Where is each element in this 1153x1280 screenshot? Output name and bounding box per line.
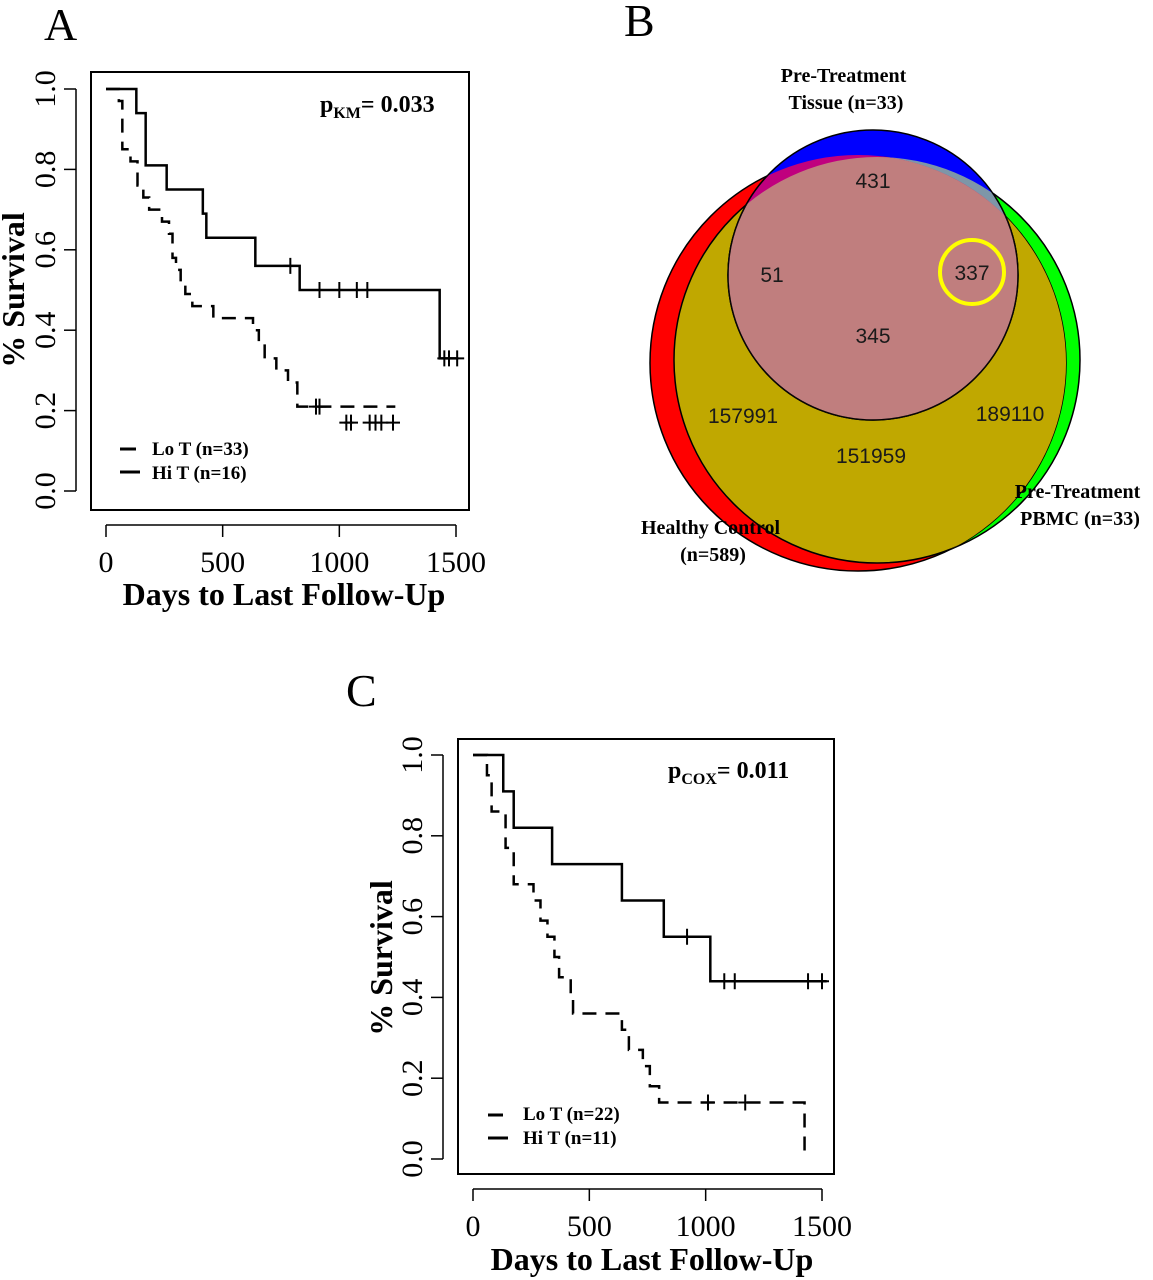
y-tick-label: 0.4: [29, 311, 62, 349]
legend-label-hi-t-a: Hi T (n=16): [152, 463, 247, 484]
censor-mark: [283, 257, 298, 274]
venn-label-tissue-line2: Tissue (n=33): [789, 92, 904, 114]
survival-curve-lo-t: [106, 87, 396, 408]
survival-plot-c: 0 500 1000 1500 0.0 0.2 0.4 0.6 0.8 1.0 Days to …: [363, 736, 852, 1277]
series-layer-a: [106, 87, 465, 431]
venn-label-healthy-line2: (n=589): [680, 544, 746, 566]
panel-letter-a: A: [44, 0, 77, 50]
venn-label-pbmc: Pre-Treatment PBMC (n=33): [1015, 481, 1146, 530]
y-tick-label: 0.6: [29, 231, 62, 268]
survival-curve-lo-t: [473, 753, 806, 1159]
x-tick-label: 1500: [792, 1210, 852, 1243]
y-tick-label: 0.4: [396, 979, 429, 1017]
legend-label-lo-t-a: Lo T (n=33): [152, 439, 249, 460]
x-axis-a: 0 500 1000 1500: [99, 524, 486, 579]
series-layer-c: [473, 753, 829, 1159]
y-axis-a: 0.0 0.2 0.4 0.6 0.8 1.0: [29, 70, 77, 510]
venn-count-tissue-only: 431: [855, 170, 890, 193]
censor-mark: [386, 414, 400, 431]
y-tick-label: 1.0: [29, 70, 62, 108]
x-tick-label: 0: [99, 546, 114, 579]
panel-letter-b: B: [624, 0, 655, 46]
survival-plot-a: 0 500 1000 1500 0.0 0.2 0.4 0.6 0.8 1.0 Days to …: [0, 70, 486, 612]
x-tick-label: 1000: [309, 546, 369, 579]
legend-c: Lo T (n=22) Hi T (n=11): [488, 1104, 620, 1149]
censor-mark: [312, 398, 327, 415]
venn-region-all-three: [728, 157, 1018, 420]
plot-frame-a: [90, 71, 470, 511]
censor-mark: [360, 282, 375, 298]
legend-label-hi-t-c: Hi T (n=11): [523, 1128, 617, 1149]
censor-mark: [815, 973, 829, 990]
venn-label-healthy: Healthy Control (n=589): [641, 517, 785, 566]
legend-a: Lo T (n=33) Hi T (n=16): [120, 439, 249, 484]
x-tick-label: 0: [466, 1210, 481, 1243]
censor-mark: [700, 1094, 715, 1111]
venn-count-all-three: 345: [855, 325, 890, 348]
censor-mark: [450, 350, 465, 367]
censor-mark: [727, 973, 742, 990]
venn-label-healthy-line1: Healthy Control: [641, 517, 781, 539]
censor-mark: [312, 282, 327, 298]
y-axis-c: 0.0 0.2 0.4 0.6 0.8 1.0: [396, 736, 444, 1178]
y-tick-label: 1.0: [396, 736, 429, 774]
plot-frame-c: [457, 738, 835, 1175]
x-tick-label: 1000: [676, 1210, 736, 1243]
censor-mark: [680, 928, 695, 945]
p-value-subscript-c: COX: [681, 771, 717, 788]
y-tick-label: 0.8: [29, 151, 62, 189]
p-value-annotation-c: pCOX= 0.011: [668, 758, 789, 788]
venn-diagram: 431 51 337 345 157991 151959 189110 Pre-…: [641, 65, 1146, 572]
x-axis-title-a: Days to Last Follow-Up: [123, 576, 446, 612]
venn-count-healthy-only: 157991: [708, 405, 778, 428]
censor-mark: [374, 414, 389, 431]
y-axis-title-c: % Survival: [363, 880, 399, 1036]
y-axis-title-a: % Survival: [0, 212, 31, 368]
p-value-prefix-c: p: [668, 758, 681, 784]
p-value-prefix-a: p: [320, 92, 333, 118]
survival-curve-hi-t: [106, 87, 459, 360]
venn-count-healthy-pbmc: 151959: [836, 445, 906, 468]
p-value-value-a: = 0.033: [361, 92, 435, 118]
venn-label-tissue: Pre-Treatment Tissue (n=33): [781, 65, 912, 114]
y-tick-label: 0.0: [396, 1140, 429, 1178]
panel-letter-c: C: [346, 665, 377, 716]
venn-count-tissue-pbmc: 337: [954, 262, 989, 285]
venn-highlight-ring: [938, 238, 1006, 306]
x-axis-title-c: Days to Last Follow-Up: [491, 1241, 814, 1277]
y-tick-label: 0.2: [29, 392, 62, 430]
y-tick-label: 0.0: [29, 472, 62, 510]
p-value-subscript-a: KM: [333, 105, 361, 122]
y-tick-label: 0.2: [396, 1059, 429, 1097]
censor-mark: [801, 973, 816, 990]
censor-mark: [738, 1094, 753, 1111]
survival-curve-hi-t: [473, 753, 827, 983]
p-value-annotation-a: pKM= 0.033: [320, 92, 435, 122]
x-tick-label: 500: [200, 546, 245, 579]
x-axis-c: 0 500 1000 1500: [466, 1188, 852, 1243]
y-tick-label: 0.6: [396, 898, 429, 936]
venn-count-tissue-healthy: 51: [760, 264, 783, 287]
x-tick-label: 1500: [426, 546, 486, 579]
venn-label-tissue-line1: Pre-Treatment: [781, 65, 907, 87]
x-tick-label: 500: [567, 1210, 612, 1243]
censor-mark: [344, 414, 358, 431]
venn-label-pbmc-line2: PBMC (n=33): [1020, 508, 1140, 530]
censor-mark: [332, 282, 347, 298]
venn-count-pbmc-only: 189110: [976, 403, 1045, 426]
legend-label-lo-t-c: Lo T (n=22): [523, 1104, 620, 1125]
venn-label-pbmc-line1: Pre-Treatment: [1015, 481, 1141, 503]
p-value-value-c: = 0.011: [717, 758, 789, 784]
y-tick-label: 0.8: [396, 817, 429, 855]
